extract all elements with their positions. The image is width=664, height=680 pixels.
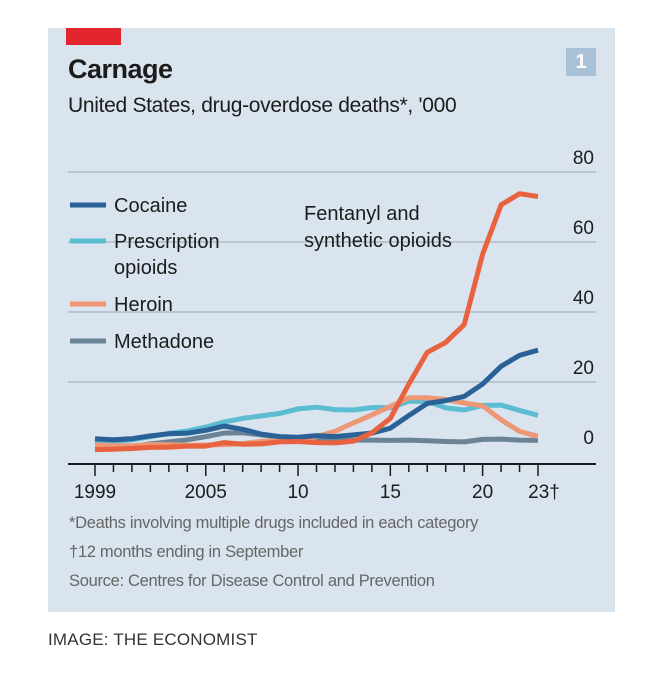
series-line-cocaine [94,347,539,443]
gridlines [68,171,596,383]
y-tick-label-80: 80 [573,148,594,169]
y-axis-labels: 0 20 40 60 80 [573,148,594,449]
chart-subtitle: United States, drug-overdose deaths*, '0… [68,94,457,117]
brand-red-tag [66,28,121,45]
x-tick-label-2010: 10 [287,482,308,503]
x-tick-label-2015: 15 [380,482,401,503]
series-line-fentanyl [94,191,539,453]
x-tick-label-2005: 2005 [185,482,227,503]
legend-label-heroin: Heroin [114,294,173,316]
legend: Cocaine Prescription opioids Heroin Methadon… [70,195,220,353]
chart-panel: 1 Carnage United States, drug-overdose d… [48,28,615,612]
chart-title: Carnage [68,54,173,84]
y-tick-label-0: 0 [583,428,594,449]
legend-label-cocaine: Cocaine [114,195,187,217]
chart-number-badge: 1 [566,48,596,76]
x-axis: 1999 2005 10 15 20 23† [68,463,596,503]
y-tick-label-60: 60 [573,218,594,239]
x-tick-label-2023: 23† [528,482,560,503]
series-lines [94,191,539,453]
footnote-twelve-months: †12 months ending in September [69,543,304,561]
line-chart: 0 20 40 60 80 1999 2005 10 15 20 23† Cocaine Presc… [68,148,596,503]
x-tick-label-1999: 1999 [74,482,116,503]
legend-label-prescription: opioids [114,257,177,279]
annotations: Fentanyl and synthetic opioids [304,203,452,252]
annotation-fentanyl: synthetic opioids [304,230,452,252]
x-tick-label-2020: 20 [472,482,493,503]
legend-label-prescription: Prescription [114,231,220,253]
image-credit: IMAGE: THE ECONOMIST [48,630,258,649]
y-tick-label-20: 20 [573,358,594,379]
footnote-multiple-drugs: *Deaths involving multiple drugs include… [69,514,479,532]
annotation-fentanyl: Fentanyl and [304,203,420,225]
source-note: Source: Centres for Disease Control and … [69,572,435,590]
legend-label-methadone: Methadone [114,331,214,353]
y-tick-label-40: 40 [573,288,594,309]
